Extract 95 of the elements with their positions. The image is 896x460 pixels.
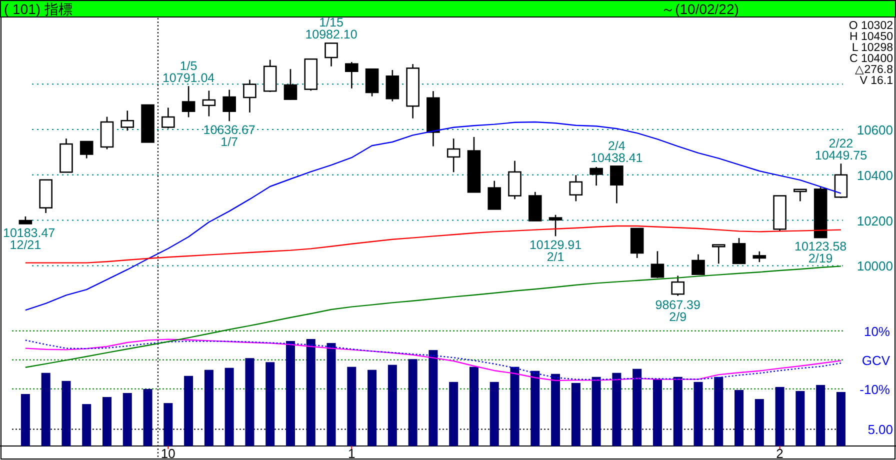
text: C 10400 [850,53,893,65]
bar [41,372,50,446]
bar [652,378,662,446]
text: △276.8 [855,64,893,76]
y2-tick-label: GCV [862,352,890,368]
bar [449,382,458,446]
y-tick-label: 10600 [856,122,893,138]
candlestick [794,188,807,202]
candlestick [345,61,358,90]
bar [571,382,580,446]
bar [62,380,71,446]
candlestick [569,174,583,202]
candlestick [548,214,562,237]
y-tick-label: 10400 [856,168,893,183]
chart-subtitle: ～(10/02/22) [661,1,739,17]
bar [816,384,826,446]
y-tick-label: 10200 [856,213,893,228]
candlestick [365,68,379,97]
annotation: 10129.91 2/1 [529,238,582,264]
candlestick [120,110,134,132]
bar [20,394,30,446]
bar [551,374,560,446]
annotation: 1/5 10791.04 [162,59,215,86]
candlestick [610,166,624,204]
bar [796,390,805,446]
bar [612,372,622,446]
bar [204,370,214,446]
annotation: 2/4 10438.41 [590,139,643,166]
bar [286,341,295,446]
candlestick [834,162,848,199]
bar [754,399,764,446]
bar [530,370,540,446]
x-tick-label: 1 [348,446,356,460]
annotation: 9867.39 2/9 [655,298,700,324]
candlestick [446,138,460,173]
y2-tick-label: 10% [864,324,890,339]
chart-title: ( 101) 指標 [4,1,72,17]
candlestick [712,244,726,264]
candlestick [650,250,664,279]
bar [82,404,92,446]
bar [694,382,703,446]
candlestick [508,160,522,200]
annotation: 1/15 10982.10 [305,16,358,42]
bar [734,390,744,446]
bar [164,403,173,446]
candlestick [386,69,400,102]
candlestick [182,85,196,118]
candlestick [488,180,502,210]
text: H 10450 [850,31,893,43]
candlestick [284,68,298,101]
y-tick-label: 5.00 [868,422,893,438]
candlestick [692,254,705,275]
text: V 16.1 [860,75,893,87]
candlestick [202,90,216,117]
x-tick-label: 2 [776,446,784,460]
bar [673,376,682,446]
bar [632,368,642,446]
bar [775,386,784,446]
bar [245,358,254,446]
bar [143,388,152,446]
candlestick [243,79,256,114]
bar [224,368,234,446]
candlestick [80,140,94,159]
y-tick-label: 10000 [856,258,893,274]
bar [266,362,275,446]
bar [184,376,194,446]
annotation: 2/22 10449.75 [814,136,868,163]
bar [592,376,601,446]
bar [510,366,520,446]
y2-tick-label: -10% [860,382,890,397]
bar [368,370,377,446]
candlestick [671,275,685,296]
x-tick-label: 10 [160,446,176,460]
candlestick [752,250,766,263]
bar [388,364,397,446]
bar [408,359,418,446]
annotation: 10183.47 12/21 [3,226,56,252]
candlestick [590,166,603,186]
text: L 10298 [852,42,893,54]
bar [428,350,438,446]
bar [102,397,112,446]
bar [714,376,724,446]
bar [326,343,336,446]
bar [490,382,499,446]
candlestick [324,42,338,68]
text: O 10302 [848,20,893,32]
bar [347,366,356,446]
candlestick [162,107,175,130]
candlestick [222,89,236,122]
bar [306,339,316,446]
bar [836,392,846,446]
annotation: 10123.58 2/19 [794,240,847,266]
bar [122,393,132,446]
bar [469,366,478,446]
candlestick [732,237,746,264]
